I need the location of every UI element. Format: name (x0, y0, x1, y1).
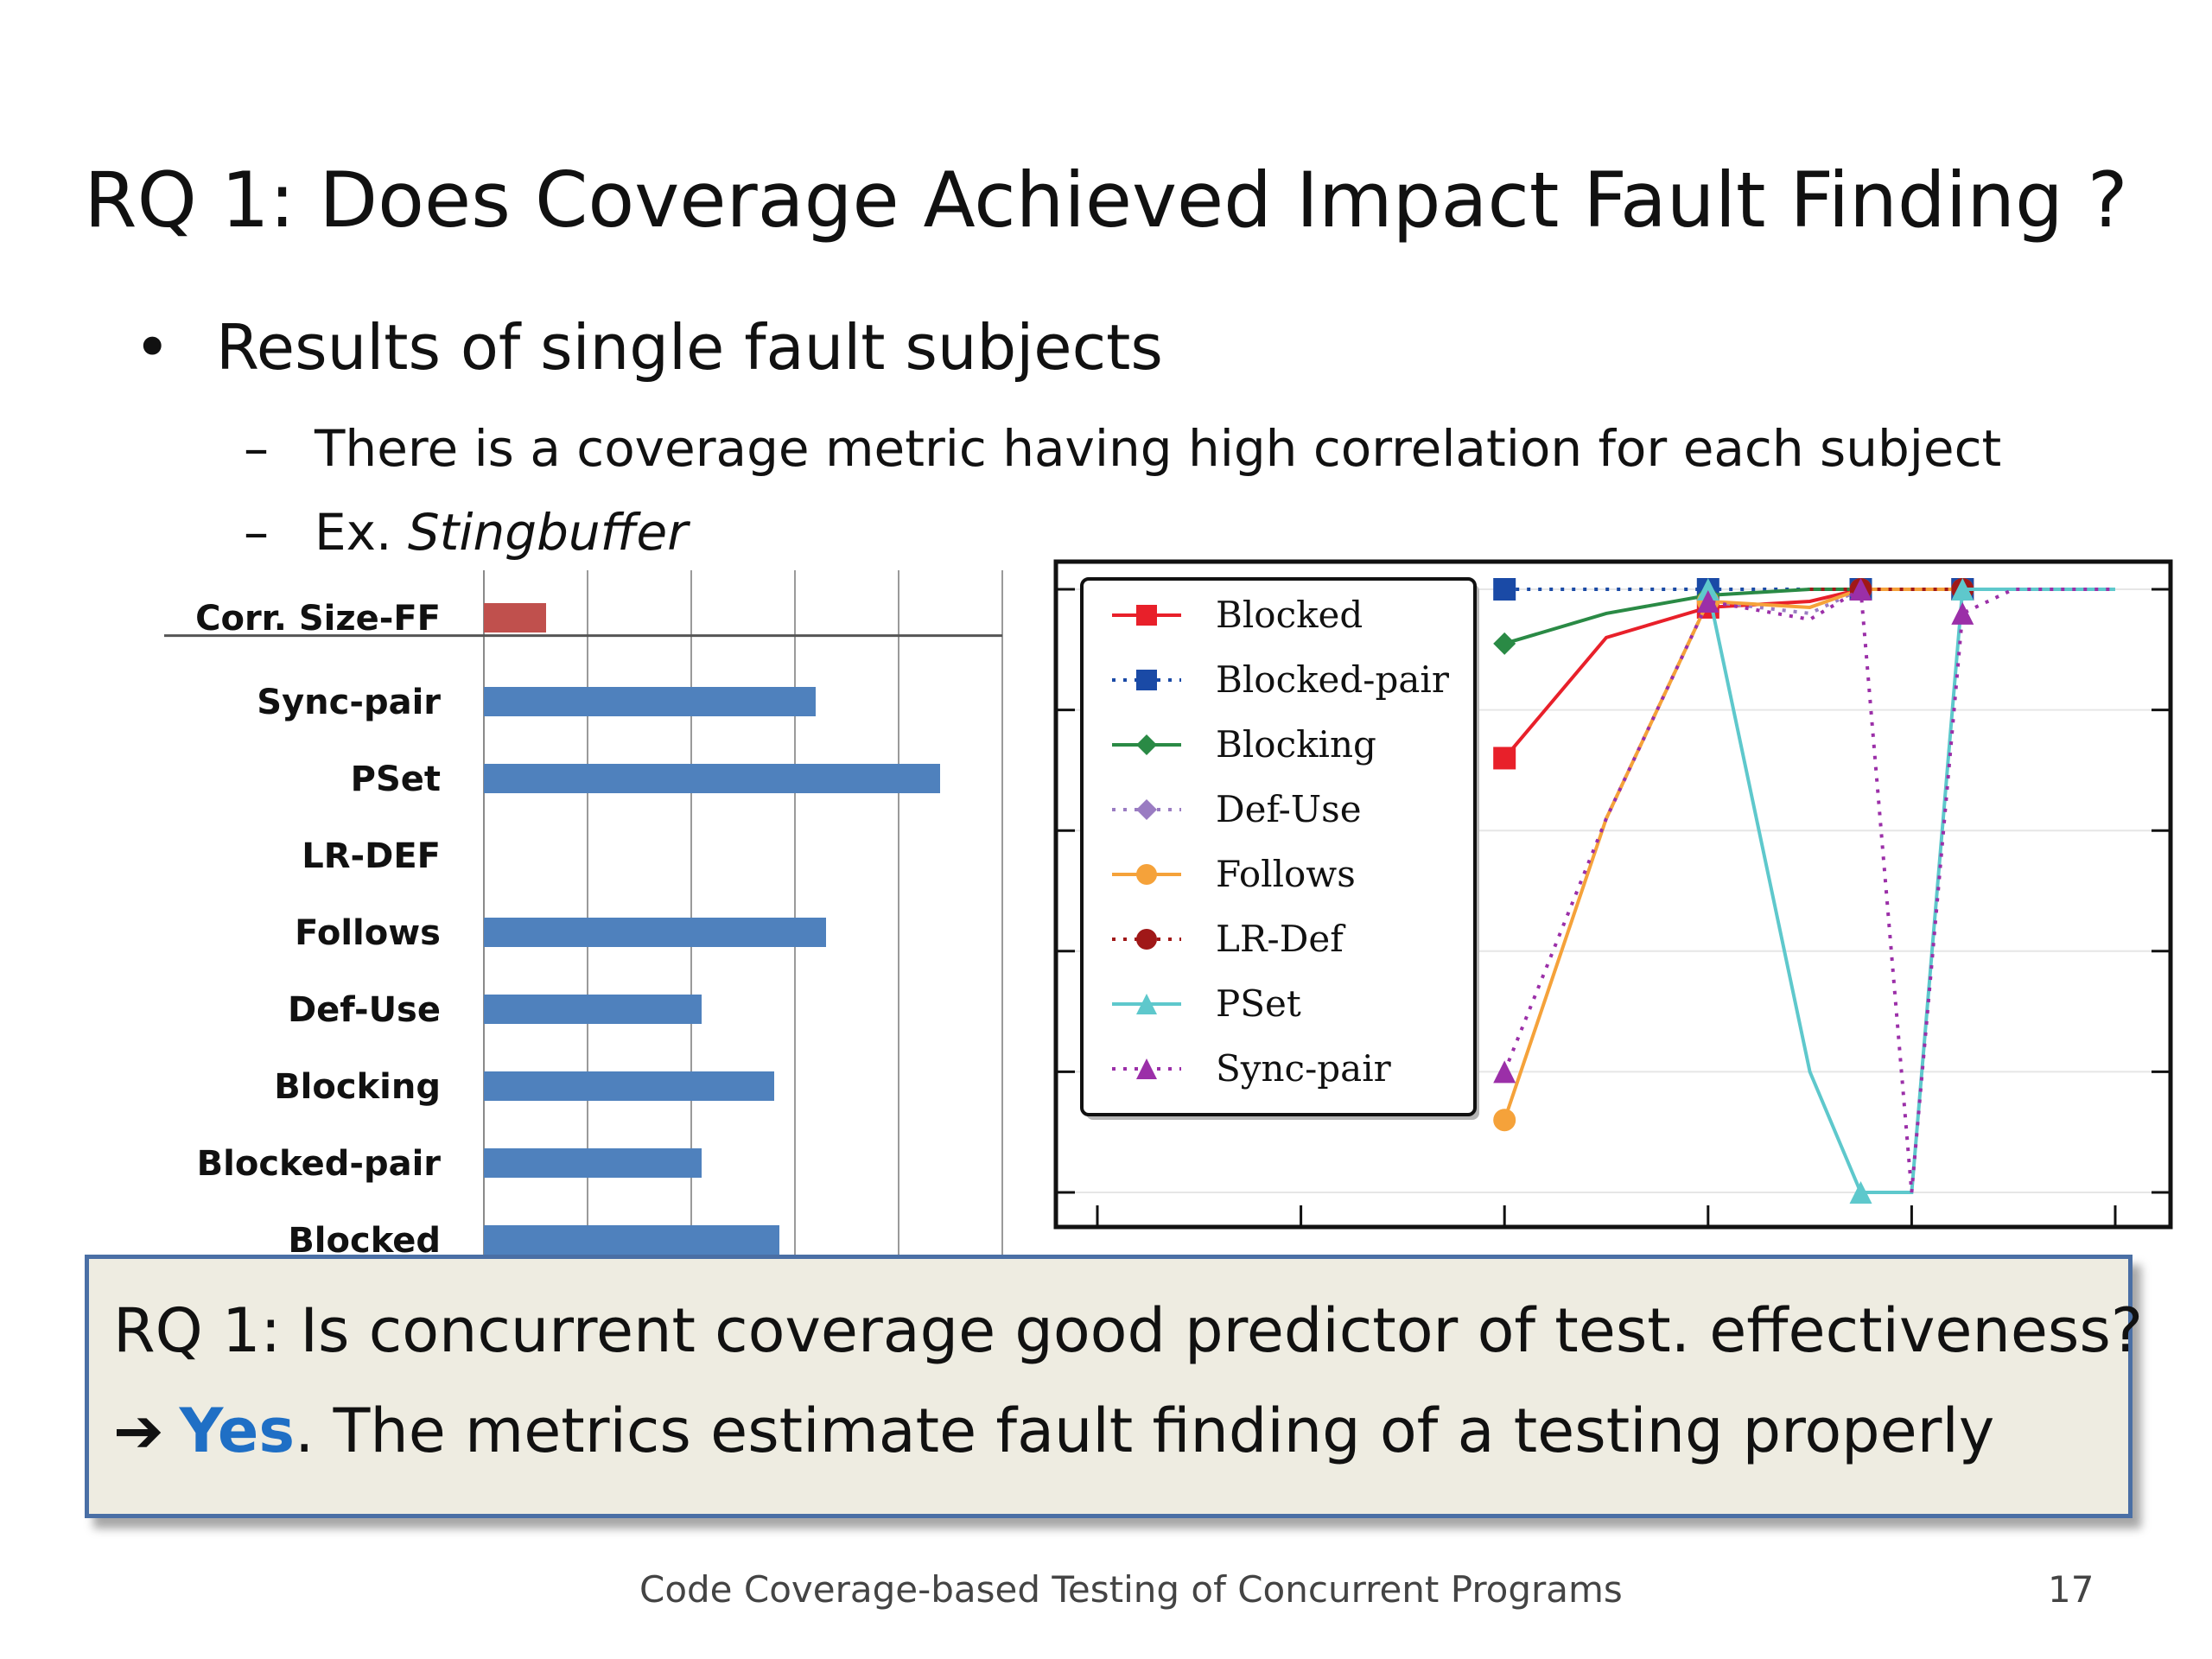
series-marker (1849, 578, 1872, 601)
slide-title: RQ 1: Does Coverage Achieved Impact Faul… (84, 156, 2128, 245)
legend-swatch-marker (1136, 994, 1157, 1014)
bar-category-label: Sync-pair (257, 683, 441, 722)
sub-bullet-2: – Ex. Stingbuffer (244, 503, 688, 562)
bar-category-label: Blocked-pair (197, 1144, 442, 1184)
bar (484, 687, 816, 716)
bar (484, 603, 546, 632)
legend-label: Blocking (1216, 723, 1376, 766)
sub-bullet-1-text: There is a coverage metric having high c… (315, 419, 2002, 478)
footer-text: Code Coverage-based Testing of Concurren… (639, 1568, 1623, 1611)
bar (484, 995, 702, 1024)
legend-label: LR-Def (1216, 918, 1346, 960)
bar (484, 1148, 702, 1178)
legend-label: Follows (1216, 853, 1356, 895)
legend-swatch-marker (1136, 670, 1157, 690)
bar-category-label: LR-DEF (302, 836, 441, 876)
sub-bullet-dash: – (244, 503, 269, 562)
bar-category-label: PSet (351, 760, 441, 799)
bar-category-label: Blocked (288, 1221, 441, 1261)
sub-bullet-1: – There is a coverage metric having high … (244, 419, 2001, 478)
series-marker (1493, 1060, 1516, 1084)
callout-question: RQ 1: Is concurrent coverage good predic… (113, 1295, 2143, 1366)
bar-category-label: Corr. Size-FF (195, 599, 441, 639)
page-number: 17 (2048, 1568, 2094, 1611)
bar (484, 1071, 774, 1101)
series-marker (1951, 601, 1974, 625)
bar (484, 918, 826, 947)
series-marker (1696, 578, 1719, 601)
series-marker (1849, 1181, 1872, 1204)
legend-swatch-marker (1136, 864, 1157, 885)
series-line (1503, 586, 2115, 1193)
callout-yes: Yes (179, 1395, 296, 1466)
series-marker (1493, 1109, 1516, 1132)
legend-label: PSet (1216, 982, 1301, 1025)
series-line (1706, 588, 2115, 1194)
arrow-icon: ➔ (113, 1395, 164, 1466)
bullet-results: • Results of single fault subjects (134, 311, 1163, 384)
sub-bullet-2-prefix: Ex. (315, 503, 408, 562)
series-marker (1493, 747, 1516, 770)
legend-box (1080, 577, 1477, 1116)
legend-label: Sync-pair (1216, 1047, 1392, 1090)
legend-swatch-marker (1136, 799, 1157, 820)
bullet-dot: • (134, 311, 171, 384)
legend-swatch-marker (1136, 1058, 1157, 1079)
bar-category-label: Def-Use (288, 990, 441, 1030)
series-marker (1951, 578, 1974, 601)
legend-swatch-marker (1136, 605, 1157, 626)
callout-answer-text: . The metrics estimate fault finding of … (295, 1395, 1995, 1466)
conclusion-callout: RQ 1: Is concurrent coverage good predic… (85, 1255, 2143, 1518)
legend-swatch-marker (1136, 734, 1157, 755)
bar (484, 1225, 779, 1255)
correlation-bar-chart: Corr. Size-FF Sync-pair PSet LR-DEF Follows D… (164, 570, 1003, 1262)
bar-category-label: Blocking (274, 1067, 441, 1107)
sub-bullet-2-subject: Stingbuffer (407, 503, 689, 562)
legend-label: Blocked-pair (1216, 658, 1450, 701)
bar (484, 764, 940, 793)
sub-bullet-dash: – (244, 419, 269, 478)
legend-label: Blocked (1216, 594, 1363, 636)
legend-swatch-marker (1136, 929, 1157, 950)
series-marker (1696, 589, 1719, 613)
series-marker (1493, 632, 1516, 655)
bar-category-label: Follows (295, 913, 441, 953)
callout-answer: ➔ Yes. The metrics estimate fault finding… (113, 1395, 1994, 1466)
legend-label: Def-Use (1216, 788, 1362, 830)
series-marker (1493, 578, 1516, 601)
bullet-text: Results of single fault subjects (216, 311, 1163, 384)
coverage-line-chart: Blocked Blocked-pair Blocking Def-Use Follow… (1053, 559, 2173, 1230)
